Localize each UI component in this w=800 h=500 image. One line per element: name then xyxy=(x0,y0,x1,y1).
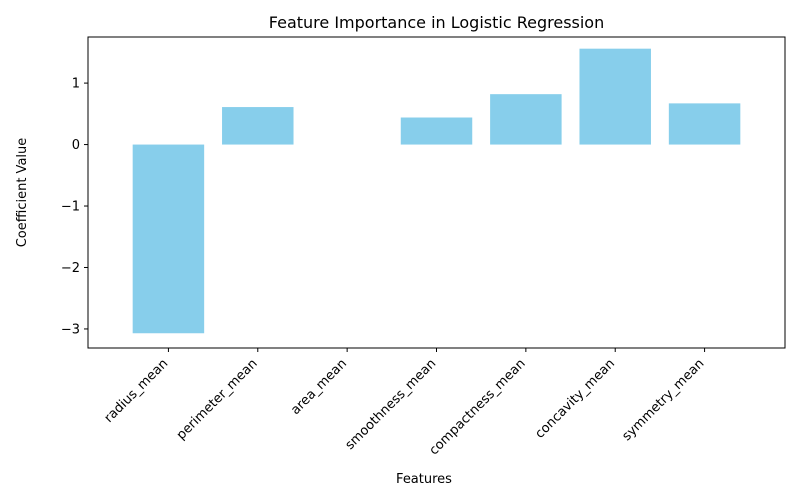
y-tick-label: −1 xyxy=(61,200,80,215)
bar-smoothness_mean xyxy=(400,117,473,145)
bar-compactness_mean xyxy=(490,94,562,145)
bar-symmetry_mean xyxy=(668,103,741,145)
y-tick-label: 0 xyxy=(72,138,80,153)
x-axis-label: Features xyxy=(396,472,452,487)
y-tick-label: 1 xyxy=(72,77,80,92)
bars-group xyxy=(132,48,741,334)
y-axis-label: Coefficient Value xyxy=(15,138,30,248)
y-axis-ticks: −3 −2 −1 0 1 xyxy=(61,77,88,337)
chart-title: Feature Importance in Logistic Regressio… xyxy=(269,13,604,32)
bar-concavity_mean xyxy=(579,48,651,145)
bar-perimeter_mean xyxy=(222,107,294,145)
y-tick-label: −2 xyxy=(61,261,80,276)
y-tick-label: −3 xyxy=(61,322,80,337)
bar-radius_mean xyxy=(132,144,205,334)
